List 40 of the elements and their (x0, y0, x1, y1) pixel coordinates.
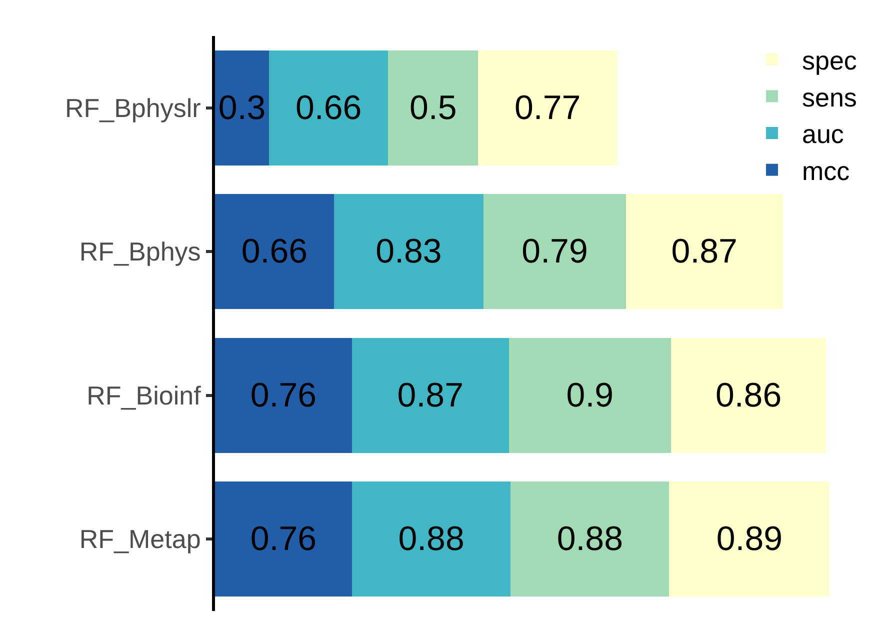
legend-label: mcc (802, 156, 850, 186)
bar (215, 482, 352, 597)
y-tick-label: RF_Bphyslr (64, 92, 202, 123)
data-label: 0.76 (250, 520, 317, 558)
data-label: 0.77 (514, 88, 581, 127)
data-label: 0.5 (409, 88, 457, 127)
data-label: 0.83 (376, 232, 442, 271)
data-label: 0.9 (566, 376, 614, 414)
data-label: 0.89 (716, 520, 783, 558)
data-label: 0.76 (250, 376, 317, 414)
data-label: 0.87 (397, 376, 464, 414)
y-tick-label: RF_Metap (79, 524, 201, 554)
bar (215, 194, 334, 310)
bar (388, 50, 478, 166)
data-label: 0.3 (218, 88, 266, 127)
legend-label: auc (802, 119, 844, 150)
bar (508, 338, 672, 453)
data-label: 0.66 (241, 232, 308, 271)
bar (671, 338, 826, 453)
bar (215, 338, 352, 453)
bar (669, 482, 830, 597)
bar (352, 482, 511, 597)
data-label: 0.88 (398, 520, 464, 558)
data-label: 0.86 (715, 376, 782, 414)
bar (269, 50, 388, 166)
bar (352, 338, 509, 453)
bar (510, 482, 670, 597)
y-tick-label: RF_Bphys (79, 236, 201, 267)
bar (478, 50, 617, 166)
legend-label: spec (802, 46, 857, 76)
bar (626, 194, 783, 310)
data-label: 0.87 (671, 232, 738, 271)
legend-label: sens (802, 82, 857, 112)
bar (484, 194, 626, 310)
bar (215, 50, 270, 166)
data-label: 0.79 (522, 232, 588, 271)
bar (334, 194, 484, 310)
data-label: 0.66 (295, 88, 362, 127)
data-label: 0.88 (556, 520, 624, 558)
y-tick-label: RF_Bioinf (86, 380, 202, 410)
